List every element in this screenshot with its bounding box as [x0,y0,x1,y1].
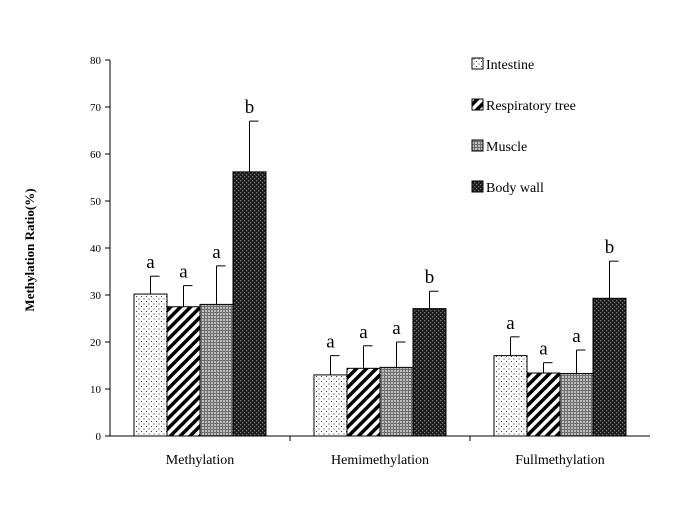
bar [379,366,414,437]
bar [346,367,381,437]
bar [313,374,348,437]
significance-label: a [572,326,581,347]
legend-swatch [471,98,484,111]
y-tick-label: 80 [90,55,102,67]
y-tick-label: 70 [90,102,102,114]
significance-label: a [146,252,155,273]
x-category-label: Fullmethylation [515,453,604,468]
y-tick-label: 30 [90,290,102,302]
bar [166,306,201,437]
y-tick-label: 10 [90,384,102,396]
y-axis-label: Methylation Ratio(%) [22,188,37,311]
x-category-label: Methylation [166,453,234,468]
bar [133,293,168,437]
legend-label: Muscle [486,140,527,155]
bar [412,308,447,437]
significance-label: a [359,322,368,343]
bar [559,372,594,437]
legend: Intestine Respiratory tree Muscle Body wall [471,57,576,196]
significance-label: a [326,332,335,353]
bar [199,303,234,437]
bars: a a a b a a a b a a a b [133,97,627,437]
bar [493,355,528,437]
x-category-label: Hemimethylation [331,453,429,468]
legend-label: Respiratory tree [486,99,576,114]
significance-label: a [212,242,221,263]
legend-swatch [471,57,484,70]
significance-label: a [506,313,515,334]
significance-label: b [425,267,435,288]
significance-label: b [245,97,255,118]
significance-label: b [605,237,615,258]
legend-label: Body wall [486,181,544,196]
bar [232,171,267,437]
y-tick-label: 60 [90,149,102,161]
bar [592,297,627,437]
legend-swatch [471,139,484,152]
y-tick-label: 40 [90,243,102,255]
y-tick-label: 0 [96,431,102,443]
y-tick-label: 50 [90,196,102,208]
legend-swatch [471,180,484,193]
legend-label: Intestine [486,58,534,73]
y-tick-label: 20 [90,337,102,349]
significance-label: a [179,262,188,283]
significance-label: a [539,339,548,360]
bar [526,372,561,437]
significance-label: a [392,318,401,339]
